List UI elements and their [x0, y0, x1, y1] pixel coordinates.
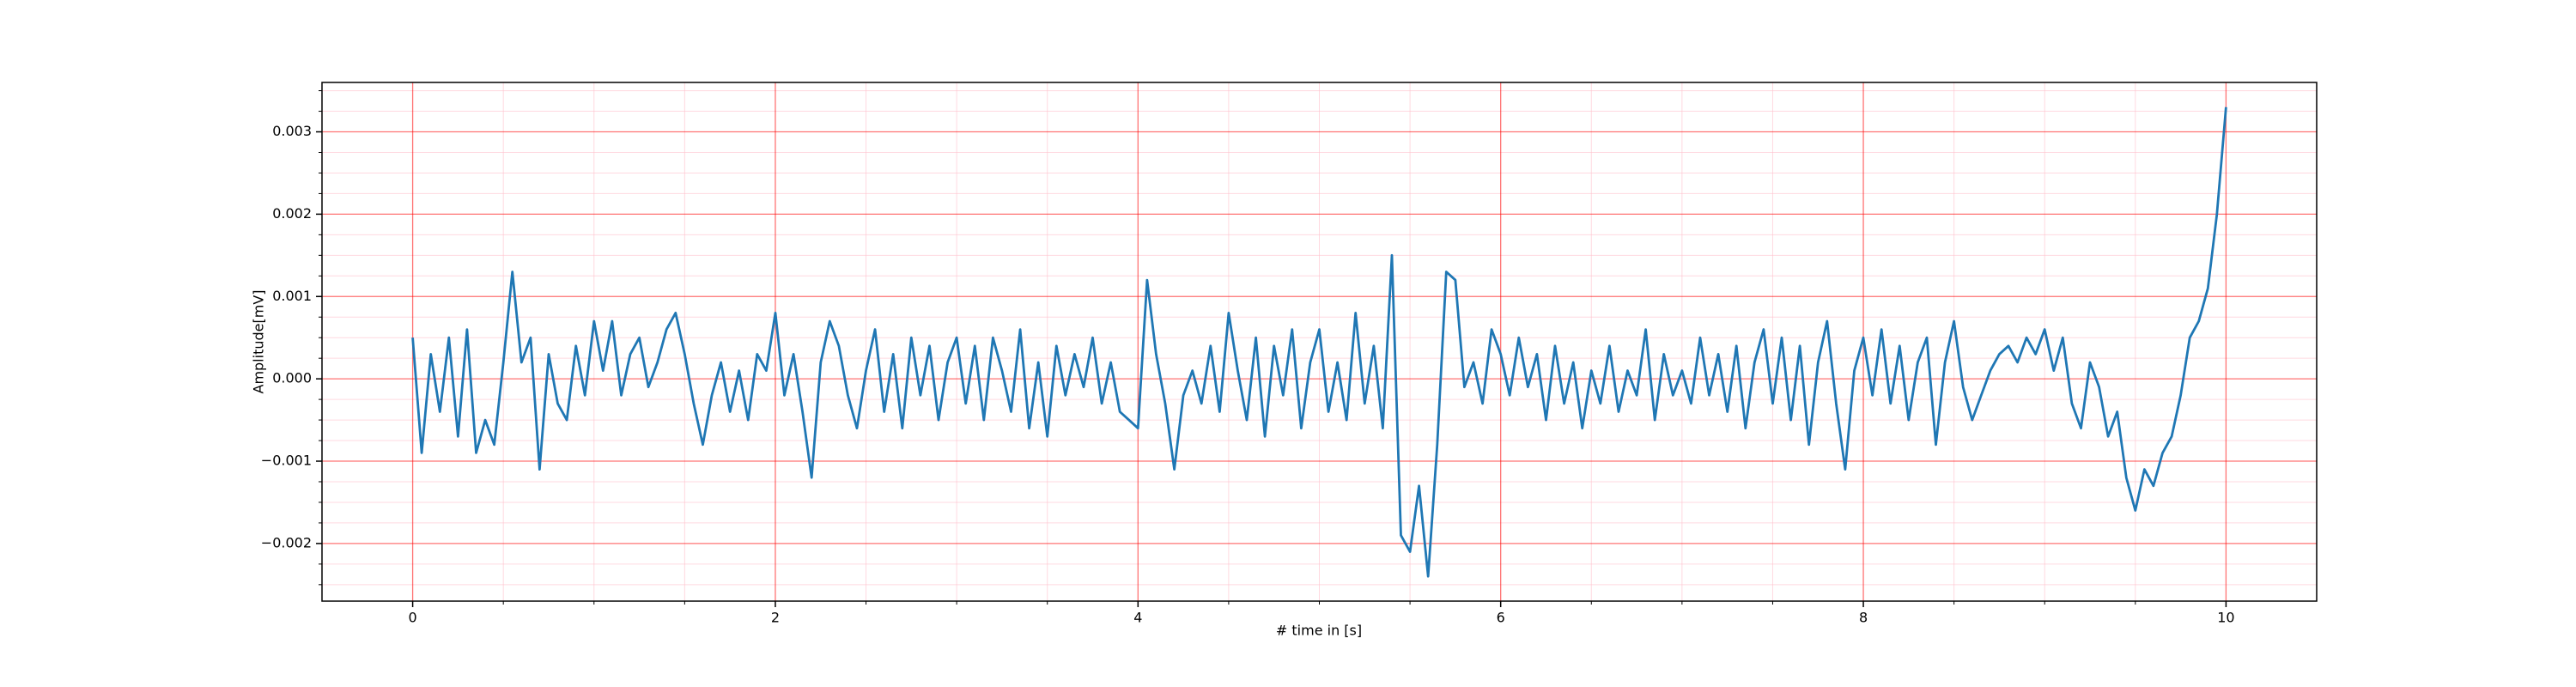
- x-axis-label: # time in [s]: [1276, 623, 1362, 639]
- y-tick-label: −0.001: [261, 453, 312, 469]
- y-tick-label: 0.000: [272, 370, 312, 386]
- y-tick-label: 0.003: [272, 123, 312, 139]
- y-tick-label: −0.002: [261, 534, 312, 550]
- x-tick-label: 10: [2217, 610, 2234, 626]
- x-tick-label: 2: [771, 610, 780, 626]
- line-series: [411, 106, 2227, 578]
- y-axis-label: Amplitude[mV]: [251, 289, 267, 393]
- x-tick-label: 4: [1133, 610, 1142, 626]
- y-tick-label: 0.002: [272, 205, 312, 222]
- x-tick-label: 8: [1859, 610, 1868, 626]
- y-tick-label: 0.001: [272, 288, 312, 304]
- x-tick-label: 6: [1497, 610, 1505, 626]
- x-tick-label: 0: [408, 610, 416, 626]
- plot-frame: [321, 82, 2318, 602]
